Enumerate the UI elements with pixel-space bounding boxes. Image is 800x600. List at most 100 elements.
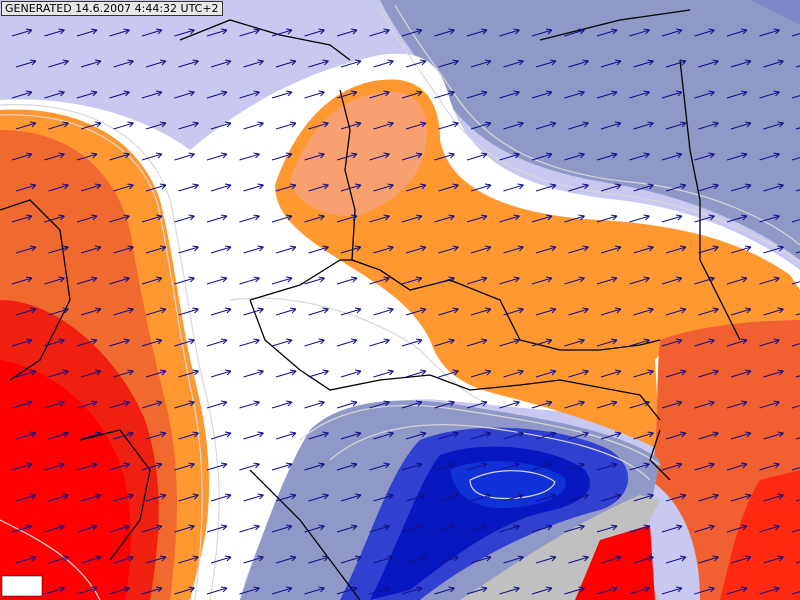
wind-arrow (694, 276, 715, 285)
wind-arrow (11, 462, 33, 471)
wind-arrow (596, 524, 618, 533)
wind-arrow (336, 214, 358, 223)
wind-arrow (730, 493, 752, 502)
wind-arrow (470, 307, 492, 316)
wind-arrow (726, 524, 748, 533)
wind-arrow (466, 338, 488, 347)
wind-arrow (434, 276, 455, 285)
wind-arrow (791, 467, 800, 471)
wind-arrow (141, 462, 163, 471)
wind-arrow (145, 59, 167, 68)
wind-arrow (373, 59, 394, 68)
wind-arrow (503, 183, 524, 192)
wind-arrow (145, 245, 167, 254)
wind-arrow (11, 276, 33, 285)
wind-arrow (174, 338, 195, 347)
wind-arrow (239, 214, 260, 223)
wind-arrow (434, 400, 455, 409)
wind-arrow (76, 586, 98, 595)
wind-arrow (48, 369, 69, 378)
wind-arrow (401, 152, 423, 161)
wind-arrow (80, 431, 102, 440)
wind-arrow (239, 152, 260, 161)
wind-arrow (369, 338, 390, 347)
wind-arrow (401, 338, 423, 347)
wind-arrow (629, 152, 650, 161)
wind-arrow (401, 462, 423, 471)
wind-arrow (665, 59, 687, 68)
wind-arrow (340, 369, 362, 378)
wind-arrow (759, 276, 780, 285)
wind-arrow (438, 121, 459, 130)
wind-arrow (564, 214, 585, 223)
wind-arrow (275, 369, 297, 378)
wind-arrow (499, 276, 520, 285)
wind-arrow (113, 121, 134, 130)
wind-arrow (178, 307, 199, 316)
wind-arrow (109, 90, 130, 99)
wind-arrow (113, 245, 134, 254)
wind-arrow (271, 276, 293, 285)
wind-arrow (730, 183, 752, 192)
wind-arrow (141, 28, 163, 37)
wind-arrow (661, 462, 683, 471)
wind-arrow (795, 189, 800, 192)
wind-arrow (206, 400, 228, 409)
wind-arrow (243, 431, 264, 440)
wind-arrow (665, 307, 687, 316)
wind-arrow (11, 338, 33, 347)
wind-arrow (661, 524, 683, 533)
wind-arrow (438, 369, 459, 378)
wind-arrow (759, 90, 780, 99)
wind-arrow (470, 555, 492, 564)
wind-arrow (11, 214, 33, 223)
wind-arrow (795, 313, 800, 316)
wind-arrow (206, 152, 228, 161)
field-warm-east-2 (720, 470, 800, 600)
wind-arrow (275, 555, 297, 564)
wind-arrow (694, 152, 715, 161)
wind-arrow (791, 591, 800, 595)
wind-arrow (629, 28, 650, 37)
wind-arrow (434, 586, 455, 595)
wind-arrow (730, 245, 752, 254)
wind-arrow (633, 555, 654, 564)
wind-arrow (141, 90, 163, 99)
wind-arrow (239, 586, 260, 595)
wind-arrow (698, 431, 719, 440)
wind-arrow (694, 462, 715, 471)
wind-arrow (629, 400, 650, 409)
wind-arrow (304, 524, 325, 533)
wind-arrow (369, 90, 390, 99)
wind-arrow (564, 276, 585, 285)
wind-arrow (340, 183, 362, 192)
wind-arrow (503, 121, 524, 130)
wind-arrow (11, 400, 33, 409)
wind-arrow (405, 431, 427, 440)
wind-arrow (405, 59, 427, 68)
wind-arrow (145, 431, 167, 440)
wind-arrow (401, 524, 423, 533)
wind-arrow (568, 307, 589, 316)
wind-arrow (210, 369, 232, 378)
wind-arrow (239, 276, 260, 285)
wind-arrow (564, 152, 585, 161)
wind-arrow (113, 183, 134, 192)
wind-arrow (206, 276, 228, 285)
wind-arrow (405, 555, 427, 564)
wind-arrow (80, 121, 102, 130)
wind-arrow (15, 121, 37, 130)
wind-arrow (308, 183, 329, 192)
wind-arrow (531, 214, 553, 223)
wind-arrow (239, 400, 260, 409)
wind-arrow (795, 499, 800, 502)
wind-arrow (340, 307, 362, 316)
wind-arrow (564, 400, 585, 409)
wind-arrow (531, 524, 553, 533)
wind-arrow (600, 121, 622, 130)
wind-arrow (629, 586, 650, 595)
wind-arrow (568, 555, 589, 564)
wind-arrow (694, 338, 715, 347)
wind-arrow (113, 493, 134, 502)
wind-arrow (434, 28, 455, 37)
